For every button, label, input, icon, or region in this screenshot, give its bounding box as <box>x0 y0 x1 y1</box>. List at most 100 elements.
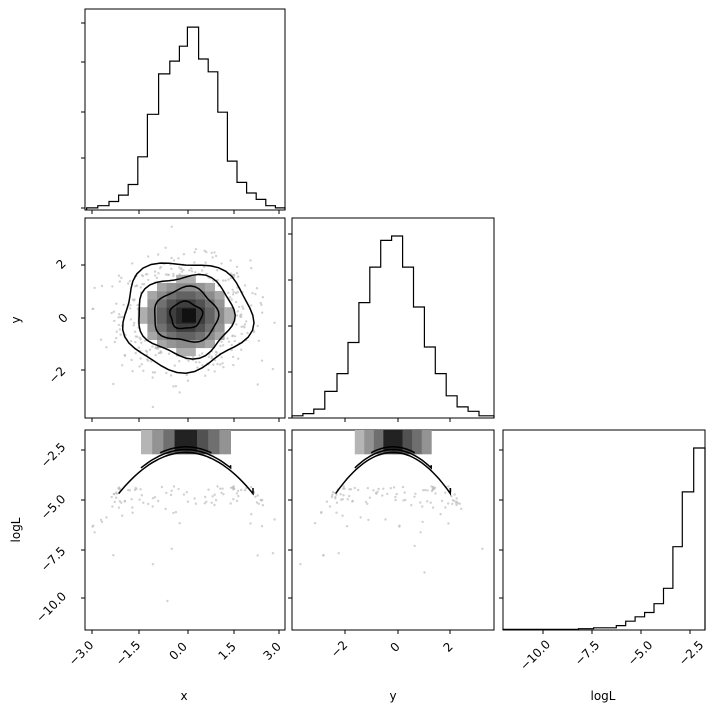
scatter-point <box>167 352 171 355</box>
contour-level <box>370 446 416 454</box>
contour-level <box>169 300 204 330</box>
axis-label-logL-bottom: logL <box>591 689 616 703</box>
scatter-point <box>424 488 427 492</box>
scatter-point <box>147 278 150 282</box>
scatter-point <box>213 359 217 362</box>
scatter-point <box>214 499 218 502</box>
panel-logL-marginal <box>502 429 706 631</box>
scatter-point <box>224 279 227 282</box>
scatter-point <box>237 357 240 360</box>
scatter-point <box>255 287 259 290</box>
scatter-point <box>142 369 145 372</box>
scatter-point <box>205 250 208 254</box>
density-cell <box>176 323 187 332</box>
density-peak <box>383 430 403 451</box>
scatter-point <box>328 505 332 508</box>
scatter-point <box>440 499 444 503</box>
scatter-point <box>174 510 178 514</box>
density-cell <box>176 331 187 340</box>
density-cell <box>157 282 167 292</box>
tick-label-yaxis-0: 0 <box>388 640 403 655</box>
scatter-point <box>210 501 213 504</box>
scatter-point <box>115 496 118 499</box>
density-cell <box>137 315 148 324</box>
scatter-point <box>117 323 121 327</box>
scatter-point <box>178 391 181 394</box>
scatter-point <box>139 357 142 360</box>
scatter-point <box>186 500 190 503</box>
scatter-point <box>133 321 136 325</box>
scatter-point <box>111 285 114 288</box>
scatter-point <box>382 487 385 490</box>
scatter-point <box>235 492 239 495</box>
scatter-point <box>178 522 181 525</box>
scatter-point <box>112 554 115 557</box>
scatter-point <box>220 491 223 494</box>
tick-label-logLaxis-minus2.5: −2.5 <box>676 638 707 669</box>
scatter-point <box>131 262 134 265</box>
scatter-point <box>249 522 252 525</box>
density-cell <box>176 347 187 357</box>
scatter-point <box>333 491 336 495</box>
scatter-point <box>330 495 334 499</box>
density-cell <box>185 347 196 357</box>
panel-logL-vs-y <box>291 429 495 631</box>
scatter-point <box>165 491 168 495</box>
scatter-point <box>231 334 234 337</box>
density-cell <box>166 339 177 349</box>
scatter-point <box>377 487 380 491</box>
scatter-point <box>236 489 240 493</box>
scatter-point <box>118 313 121 316</box>
density-cell <box>421 430 432 455</box>
density-cell <box>157 315 167 324</box>
scatter-point <box>230 348 233 352</box>
scatter-point <box>250 485 253 489</box>
tick-marks <box>81 22 691 634</box>
scatter-point <box>198 354 201 357</box>
scatter-point <box>157 272 160 275</box>
scatter-point <box>240 332 243 336</box>
scatter-point <box>128 489 132 492</box>
scatter-point <box>299 563 302 566</box>
scatter-point <box>404 498 407 502</box>
scatter-point <box>187 359 190 363</box>
density-cell <box>214 307 225 316</box>
scatter-point <box>421 520 424 524</box>
scatter-point <box>153 496 157 499</box>
scatter-point <box>136 335 139 338</box>
scatter-point <box>133 330 137 333</box>
scatter-point <box>170 489 173 492</box>
contour-level <box>335 451 452 496</box>
scatter-point <box>243 326 246 329</box>
scatter-point <box>122 303 125 307</box>
scatter-point <box>134 340 137 344</box>
density-cell <box>214 291 225 300</box>
scatter-point <box>91 525 94 528</box>
scatter-point <box>205 272 208 275</box>
scatter-point <box>240 488 243 492</box>
scatter-point <box>213 370 216 373</box>
scatter-point <box>227 340 231 343</box>
scatter-point <box>230 298 233 301</box>
density-cell <box>157 307 167 316</box>
scatter-point <box>174 385 178 388</box>
scatter-point <box>99 338 103 341</box>
scatter-point <box>211 256 214 259</box>
scatter-point <box>439 513 442 516</box>
scatter-point <box>426 500 429 503</box>
scatter-point <box>213 251 216 254</box>
scatter-point <box>196 366 199 369</box>
scatter-point <box>335 511 338 514</box>
scatter-point <box>375 492 378 495</box>
scatter-point <box>121 364 124 367</box>
axis-label-logL-vertical: logL <box>9 517 23 542</box>
scatter-point <box>231 488 235 491</box>
density-cell <box>208 430 220 455</box>
tick-label-x-minus3.0: −3.0 <box>66 638 97 669</box>
scatter-point <box>193 261 196 264</box>
scatter-point <box>229 486 233 489</box>
scatter-point <box>201 364 204 367</box>
scatter-point <box>129 304 132 307</box>
tick-label-x-0.0: 0.0 <box>166 639 189 662</box>
scatter-point <box>431 506 435 509</box>
